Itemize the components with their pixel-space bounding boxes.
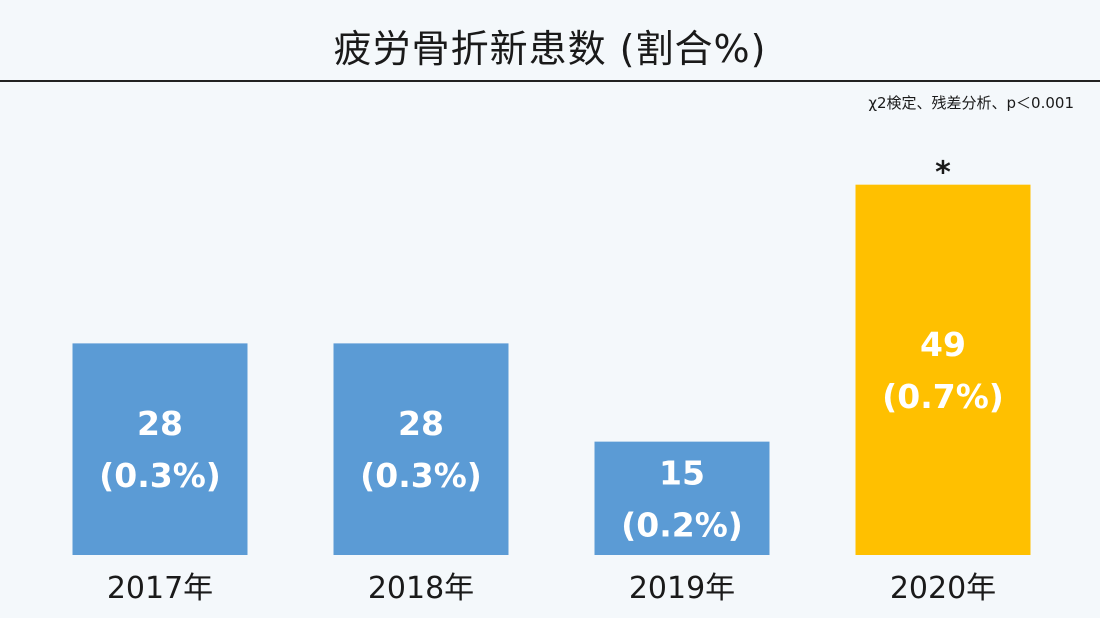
bar-4 <box>855 184 1031 555</box>
bar-percent-label-2: (0.3%) <box>360 456 482 495</box>
bar-percent-label-3: (0.2%) <box>621 505 743 544</box>
x-tick-label-2: 2018年 <box>368 571 474 606</box>
bar-percent-label-4: (0.7%) <box>882 377 1004 416</box>
chart-title: 疲労骨折新患数 (割合%) <box>333 27 767 71</box>
bar-percent-label-1: (0.3%) <box>99 456 221 495</box>
x-tick-label-3: 2019年 <box>629 571 735 606</box>
bar-value-label-1: 28 <box>137 404 183 443</box>
bar-3 <box>594 441 770 555</box>
bar-value-label-2: 28 <box>398 404 444 443</box>
bar-1 <box>72 343 248 555</box>
bar-value-label-3: 15 <box>659 453 705 492</box>
statistical-note: χ2検定、残差分析、p＜0.001 <box>868 94 1074 112</box>
bar-value-label-4: 49 <box>920 325 966 364</box>
title-divider <box>0 80 1100 82</box>
x-tick-label-1: 2017年 <box>107 571 213 606</box>
significance-marker-4: * <box>935 156 951 191</box>
bar-2 <box>333 343 509 555</box>
x-tick-label-4: 2020年 <box>890 571 996 606</box>
